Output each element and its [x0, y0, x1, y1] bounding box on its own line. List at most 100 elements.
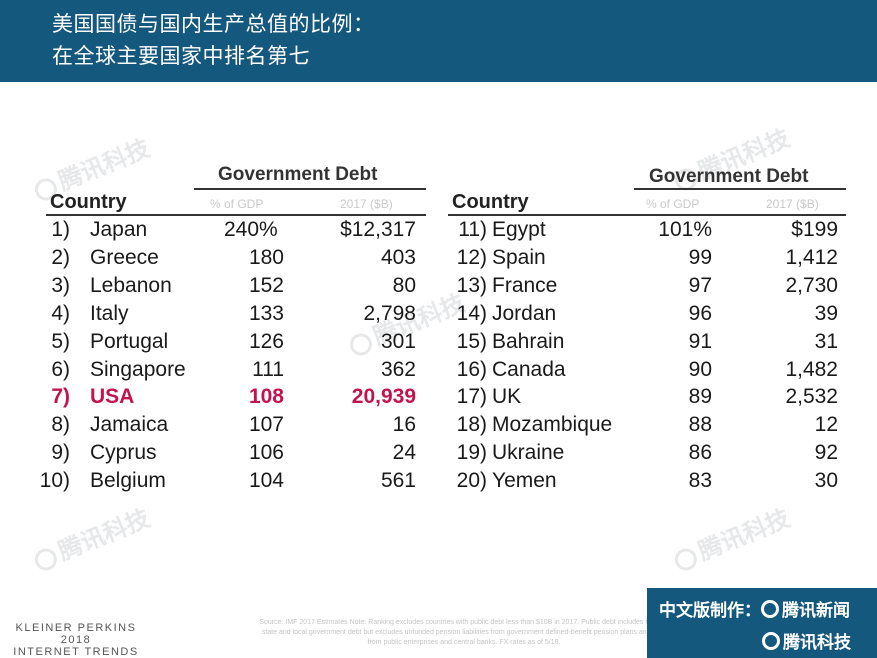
pct-gdp-cell: 99 [688, 245, 712, 269]
country-cell: Cyprus [90, 441, 157, 465]
table-row: 8) Jamaica 107 16 [0, 411, 877, 439]
rank-cell: 16) [456, 357, 487, 381]
debt-cell: $199 [791, 218, 838, 241]
rank-cell: 9) [51, 441, 70, 465]
pct-gdp-cell: 180 [248, 245, 284, 269]
debt-cell: 2,730 [785, 273, 838, 297]
rank-cell: 4) [51, 301, 70, 325]
country-cell: Portugal [90, 329, 169, 353]
debt-cell: 1,412 [785, 245, 838, 269]
debt-cell: 31 [814, 329, 838, 353]
table-row: 4) Italy 133 2,798 [0, 300, 877, 328]
table-row: 11) Egypt 101% $199 [0, 216, 877, 244]
debt-2017-header: 2017 ($B) [766, 197, 819, 211]
country-cell: Lebanon [90, 273, 172, 297]
pct-gdp-cell: 91 [688, 329, 712, 353]
country-cell: USA [90, 385, 135, 409]
rank-cell: 14) [456, 301, 487, 325]
rank-cell: 8) [51, 413, 70, 437]
debt-cell: 39 [814, 301, 838, 325]
table-row: 13) France 97 2,730 [0, 272, 877, 300]
table-row: 20) Yemen 83 30 [0, 467, 877, 495]
watermark-logo-icon [671, 545, 701, 574]
pct-gdp-cell: 97 [688, 273, 712, 297]
brand-line3: INTERNET TRENDS [13, 646, 139, 658]
rank-cell: 10) [39, 469, 70, 493]
country-cell: Jamaica [90, 413, 169, 437]
pct-gdp-cell: 107 [248, 413, 284, 437]
debt-2017-header: 2017 ($B) [340, 197, 393, 211]
pct-gdp-header: % of GDP [646, 197, 700, 211]
slide-title-line1: 美国国债与国内生产总值的比例： [52, 12, 375, 36]
header-rule [46, 214, 426, 216]
debt-cell: 362 [380, 357, 416, 381]
kpcb-brand: KLEINER PERKINS 2018 INTERNET TRENDS [12, 622, 140, 658]
pct-gdp-cell: 89 [688, 385, 712, 409]
debt-cell: 80 [392, 273, 416, 297]
table-row: 16) Canada 90 1,482 [0, 356, 877, 384]
country-header: Country [50, 191, 127, 213]
brand-line2: 2018 [60, 634, 92, 646]
rank-cell: 13) [456, 273, 487, 297]
debt-cell: 301 [380, 329, 416, 353]
tencent-logo-icon [762, 632, 780, 650]
group-header-rule [194, 188, 426, 190]
pct-gdp-cell: 96 [688, 301, 712, 325]
pct-gdp-cell: 90 [688, 357, 712, 381]
header-rule [448, 214, 846, 216]
table-row: 1) Japan 240% $12,317 [0, 216, 877, 244]
rank-cell: 17) [456, 385, 487, 409]
pct-gdp-cell: 152 [248, 273, 284, 297]
debt-cell: 92 [814, 441, 838, 465]
pct-gdp-cell: 83 [688, 469, 712, 493]
rank-cell: 11) [458, 218, 487, 241]
rank-cell: 15) [456, 329, 487, 353]
pct-gdp-cell: 126 [248, 329, 284, 353]
debt-cell: $12,317 [340, 218, 416, 241]
country-cell: Singapore [90, 357, 186, 381]
table-row: 10) Belgium 104 561 [0, 467, 877, 495]
debt-cell: 16 [392, 413, 416, 437]
tencent-logo-icon [761, 600, 779, 618]
rank-cell: 7) [51, 385, 70, 409]
debt-cell: 12 [814, 413, 838, 437]
country-cell: UK [492, 385, 522, 409]
pct-gdp-cell: 240% [224, 218, 278, 241]
country-cell: Jordan [492, 301, 557, 325]
country-cell: Greece [90, 245, 159, 269]
group-header-rule [634, 188, 846, 190]
table-row: 19) Ukraine 86 92 [0, 439, 877, 467]
brand-line1: KLEINER PERKINS [15, 622, 137, 634]
table-row: 5) Portugal 126 301 [0, 328, 877, 356]
government-debt-header: Government Debt [649, 166, 809, 187]
rank-cell: 12) [456, 245, 487, 269]
pct-gdp-cell: 106 [248, 441, 284, 465]
table-row: 3) Lebanon 152 80 [0, 272, 877, 300]
pct-gdp-cell: 104 [248, 469, 284, 493]
government-debt-header: Government Debt [218, 164, 378, 185]
pct-gdp-header: % of GDP [210, 197, 264, 211]
banner-line2: 腾讯科技 [762, 628, 851, 653]
table-row: 18) Mozambique 88 12 [0, 411, 877, 439]
title-banner: 美国国债与国内生产总值的比例： 在全球主要国家中排名第七 [0, 0, 877, 82]
country-cell: Japan [90, 218, 148, 241]
table-row: 2) Greece 180 403 [0, 244, 877, 272]
slide-title-line2: 在全球主要国家中排名第七 [52, 44, 310, 68]
rank-cell: 18) [456, 413, 487, 437]
country-cell: Belgium [90, 469, 166, 493]
table-row: 7) USA 108 20,939 [0, 383, 877, 411]
country-cell: Yemen [492, 469, 557, 493]
rank-cell: 6) [51, 357, 70, 381]
watermark: 腾讯科技 [668, 498, 794, 576]
debt-cell: 24 [392, 441, 416, 465]
debt-cell: 561 [380, 469, 416, 493]
country-header: Country [452, 191, 529, 213]
table-row: 14) Jordan 96 39 [0, 300, 877, 328]
country-cell: Mozambique [492, 413, 613, 437]
table-row: 12) Spain 99 1,412 [0, 244, 877, 272]
rank-cell: 20) [456, 469, 487, 493]
pct-gdp-cell: 133 [248, 301, 284, 325]
table-row: 6) Singapore 111 362 [0, 356, 877, 384]
rank-cell: 5) [51, 329, 70, 353]
table-row: 15) Bahrain 91 31 [0, 328, 877, 356]
